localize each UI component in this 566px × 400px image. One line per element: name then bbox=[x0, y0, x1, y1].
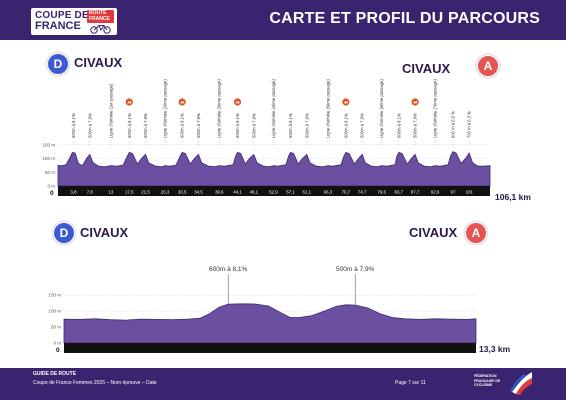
annotation-label: Ligne d'arrivée (6ème passage) bbox=[379, 79, 384, 138]
y-tick-label: 150 m bbox=[42, 142, 55, 147]
logo-line1: COUPE DE bbox=[35, 10, 89, 21]
annotation-label: 600m à 8,1% bbox=[209, 266, 248, 273]
x-tick-label: 101 bbox=[466, 190, 474, 195]
annotation-label: Ligne d'arrivée (7ème passage) bbox=[433, 79, 438, 138]
annotation-label: 500m à 7,9% bbox=[413, 113, 418, 138]
finish-marker: A bbox=[477, 55, 499, 77]
x-tick-label: 70,7 bbox=[342, 190, 351, 195]
annotation-label: 500m à 7,9% bbox=[336, 266, 375, 273]
annotation-label: Ligne d'arrivée (4ème passage) bbox=[271, 79, 276, 138]
annotation-label: 500m à 7,9% bbox=[251, 113, 256, 138]
x-tick-label: 74,7 bbox=[358, 190, 367, 195]
annotation-label: 600 m à 6,5 % bbox=[450, 111, 455, 138]
km-axis-bar bbox=[58, 186, 490, 196]
x-tick-label: 17,5 bbox=[125, 190, 134, 195]
x-tick-label: 7,8 bbox=[87, 190, 94, 195]
mountain-icon bbox=[413, 100, 418, 104]
total-distance: 106,1 km bbox=[495, 192, 531, 202]
annotation-label: 500m à 7,9% bbox=[360, 113, 365, 138]
annotation-label: 500m à 7,9% bbox=[143, 113, 148, 138]
x-tick-label: 87,7 bbox=[411, 190, 420, 195]
elevation-area bbox=[57, 151, 491, 187]
annotation-label: 500m à 7,9% bbox=[87, 113, 92, 138]
x-tick-label: 34,5 bbox=[194, 190, 203, 195]
annotation-label: 600m à 8,1% bbox=[235, 113, 240, 138]
route-badge: ROUTE FRANCE bbox=[87, 10, 114, 23]
x-tick-label: 30,5 bbox=[178, 190, 187, 195]
x-tick-label: 92,6 bbox=[431, 190, 440, 195]
footer-event: Coupe de France Femmes 2025 – Nom épreuv… bbox=[33, 380, 157, 386]
stage-profile-chart: 150 m 100 m 50 m 0 m 600m à 8,1% 500m à 7,9% L… bbox=[42, 79, 491, 197]
finish-letter: A bbox=[483, 59, 493, 73]
route-badge-text: ROUTE FRANCE bbox=[89, 10, 110, 22]
annotation-label: 600m à 8,1% bbox=[288, 113, 293, 138]
x-tick-label: 66,3 bbox=[324, 190, 333, 195]
footer-bar: GUIDE DE ROUTE Coupe de France Femmes 20… bbox=[0, 368, 566, 400]
annotation-label: 500m à 7,9% bbox=[196, 113, 201, 138]
x-tick-label: 52,9 bbox=[269, 190, 278, 195]
annotation-label: 600m à 8,1% bbox=[71, 113, 76, 138]
x-tick-label: 21,5 bbox=[141, 190, 150, 195]
footer-page: Page 7 sur 11 bbox=[395, 380, 426, 386]
mountain-icon bbox=[127, 100, 132, 104]
flag-icon bbox=[510, 372, 532, 395]
start-marker-2: D bbox=[53, 222, 75, 244]
y-tick-label: 100 m bbox=[42, 156, 55, 161]
annotation-label: 600m à 8,1% bbox=[180, 113, 185, 138]
annotation-label: 700 m à 6,3 % bbox=[467, 111, 472, 138]
annotation-label: Ligne d'arrivée (3ème passage) bbox=[217, 79, 222, 138]
x-tick-label: 39,6 bbox=[215, 190, 224, 195]
finish-place: CIVAUX bbox=[402, 61, 451, 76]
start-letter-2: D bbox=[59, 226, 69, 240]
x-zero-label: 0 bbox=[50, 190, 54, 197]
x-tick-label: 26,3 bbox=[161, 190, 170, 195]
km-axis-bar bbox=[64, 343, 476, 353]
page-title: CARTE ET PROFIL DU PARCOURS bbox=[269, 10, 540, 27]
logo-line2: FRANCE bbox=[35, 20, 81, 32]
y-tick-label: 0 m bbox=[47, 184, 55, 189]
annotation-label: 500m à 7,9% bbox=[304, 113, 309, 138]
annotation-label: Ligne d'arrivée (5ème passage) bbox=[325, 79, 330, 138]
x-tick-label: 61,1 bbox=[303, 190, 312, 195]
start-letter: D bbox=[53, 57, 63, 71]
mountain-icon bbox=[180, 100, 185, 104]
lap-distance: 13,3 km bbox=[479, 344, 511, 354]
y-tick-label: 50 m bbox=[45, 170, 55, 175]
start-place-2: CIVAUX bbox=[80, 225, 129, 240]
footer-guide: GUIDE DE ROUTE bbox=[33, 371, 77, 377]
annotation-label: 600m à 8,1% bbox=[343, 113, 348, 138]
ffc-text: FÉDÉRATION FRANÇAISE DE CYCLISME bbox=[474, 374, 501, 387]
x-tick-label: 44,1 bbox=[233, 190, 242, 195]
annotation-label: 600m à 8,1% bbox=[127, 113, 132, 138]
lap-profile-chart: 150 m 100 m 50 m 0 m 600m à 8,1% 500m à 7,9% 0 bbox=[48, 266, 477, 354]
mountain-icon bbox=[343, 100, 349, 104]
annotation-label: 600m à 8,1% bbox=[396, 113, 401, 138]
finish-place-2: CIVAUX bbox=[409, 225, 458, 240]
x-tick-label: 3,8 bbox=[70, 190, 77, 195]
bicycle-icon bbox=[90, 25, 111, 34]
start-place: CIVAUX bbox=[74, 55, 123, 70]
x-tick-label: 13 bbox=[108, 190, 113, 195]
elevation-area bbox=[63, 303, 477, 344]
y-tick-label: 0 m bbox=[53, 341, 61, 346]
finish-marker-2: A bbox=[465, 222, 487, 244]
y-tick-label: 100 m bbox=[48, 309, 61, 314]
y-tick-label: 150 m bbox=[48, 293, 61, 298]
coupe-de-france-logo: COUPE DE FRANCE ROUTE FRANCE bbox=[31, 8, 117, 35]
x-tick-label: 57,1 bbox=[286, 190, 295, 195]
annotation-label: Ligne d'arrivée (2ème passage) bbox=[163, 79, 168, 138]
header-bar: COUPE DE FRANCE ROUTE FRANCE CARTE ET PR… bbox=[0, 0, 566, 40]
start-marker: D bbox=[47, 53, 69, 75]
x-zero-label: 0 bbox=[56, 347, 60, 354]
finish-letter-2: A bbox=[471, 226, 481, 240]
x-tick-label: 79,5 bbox=[377, 190, 386, 195]
x-tick-label: 97 bbox=[451, 190, 456, 195]
x-tick-label: 48,1 bbox=[250, 190, 259, 195]
annotation-label: Ligne d'arrivée (1er passage) bbox=[108, 83, 113, 138]
ffc-logo: FÉDÉRATION FRANÇAISE DE CYCLISME bbox=[474, 370, 536, 398]
mountain-icon bbox=[235, 100, 240, 104]
y-tick-label: 50 m bbox=[51, 325, 61, 330]
x-tick-label: 83,7 bbox=[395, 190, 404, 195]
